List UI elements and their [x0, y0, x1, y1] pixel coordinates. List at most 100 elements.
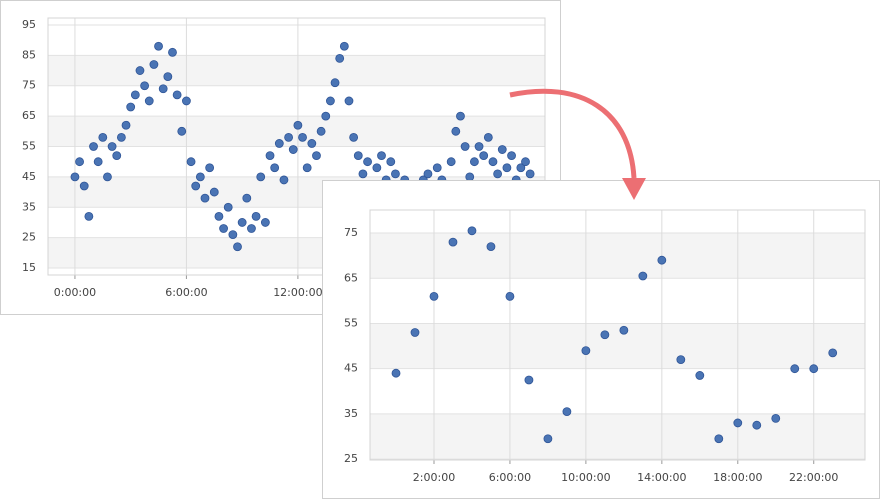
arrow-shaft — [509, 88, 637, 179]
point — [524, 375, 534, 385]
point — [330, 78, 340, 88]
point — [638, 271, 648, 281]
point — [695, 371, 705, 380]
point — [386, 157, 396, 167]
point — [372, 163, 382, 173]
point — [177, 126, 187, 136]
point — [195, 172, 205, 182]
point — [752, 420, 762, 430]
point — [307, 139, 317, 148]
point — [84, 211, 94, 221]
arrow — [509, 88, 646, 200]
point — [158, 84, 168, 94]
point — [107, 142, 117, 151]
point — [302, 163, 312, 173]
panel-after: 25 35 45 55 65 75 2:00:00 6:00:00 10:00:00 14:00:… — [322, 180, 880, 499]
point — [321, 111, 331, 121]
point — [809, 364, 819, 374]
point — [237, 218, 247, 227]
point — [483, 132, 493, 142]
x-tick-label: 10:00:00 — [561, 471, 610, 484]
point — [168, 47, 177, 57]
point — [126, 102, 136, 112]
grid-band — [370, 413, 865, 460]
point — [89, 142, 98, 151]
point — [497, 145, 507, 154]
point — [79, 181, 89, 191]
point — [619, 325, 629, 335]
point — [149, 60, 159, 69]
point — [209, 187, 219, 197]
point — [339, 41, 349, 51]
point — [363, 157, 372, 167]
point — [182, 96, 191, 106]
point — [75, 157, 84, 167]
point — [349, 132, 359, 142]
point — [410, 328, 420, 337]
point — [154, 41, 163, 51]
point — [256, 172, 266, 182]
point — [790, 364, 800, 374]
point — [284, 132, 294, 142]
point — [657, 255, 667, 265]
x-tick-label: 6:00:00 — [489, 471, 531, 484]
x-tick-label: 14:00:00 — [637, 471, 686, 484]
point — [469, 157, 479, 167]
point — [191, 181, 201, 191]
point — [456, 111, 465, 121]
point — [479, 151, 489, 161]
point — [493, 169, 503, 179]
point — [205, 163, 215, 173]
point — [116, 132, 126, 142]
y-tick-label: 75 — [344, 226, 358, 239]
plot-frame — [369, 209, 866, 461]
point — [391, 169, 400, 179]
y-tick-label: 15 — [22, 261, 36, 274]
point — [70, 172, 80, 182]
point — [172, 90, 182, 100]
point — [98, 132, 108, 142]
point — [344, 96, 354, 106]
x-tick-label: 2:00:00 — [413, 471, 455, 484]
x-tick-label: 0:00:00 — [54, 286, 96, 299]
plot-area — [370, 210, 865, 460]
point — [293, 120, 303, 130]
point — [270, 163, 280, 173]
point — [140, 81, 150, 91]
point — [316, 126, 326, 136]
point — [676, 355, 686, 365]
point — [429, 291, 439, 301]
point — [228, 230, 238, 239]
point — [186, 157, 196, 167]
point — [600, 330, 610, 340]
x-tick-label: 22:00:00 — [789, 471, 838, 484]
point — [260, 218, 270, 227]
y-tick-label: 35 — [344, 407, 358, 420]
y-tick-label: 45 — [344, 362, 358, 375]
point — [135, 66, 145, 75]
point — [505, 291, 515, 301]
point — [733, 418, 743, 428]
point — [121, 120, 131, 130]
grid-band — [48, 116, 545, 147]
y-tick-label: 65 — [22, 109, 36, 122]
point — [93, 157, 103, 167]
point — [214, 211, 224, 221]
x-tick-label: 6:00:00 — [165, 286, 207, 299]
x-tick-label: 12:00:00 — [273, 286, 322, 299]
point — [502, 163, 512, 173]
point — [432, 163, 442, 173]
y-tick-label: 45 — [22, 170, 36, 183]
point — [516, 163, 526, 173]
point — [335, 54, 345, 63]
point — [486, 242, 496, 252]
y-tick-label: 85 — [22, 48, 36, 61]
point — [771, 414, 781, 423]
point — [488, 157, 498, 167]
point — [581, 346, 591, 355]
point — [448, 237, 458, 247]
point — [507, 151, 516, 161]
point — [251, 211, 261, 221]
y-tick-label: 75 — [22, 79, 36, 92]
